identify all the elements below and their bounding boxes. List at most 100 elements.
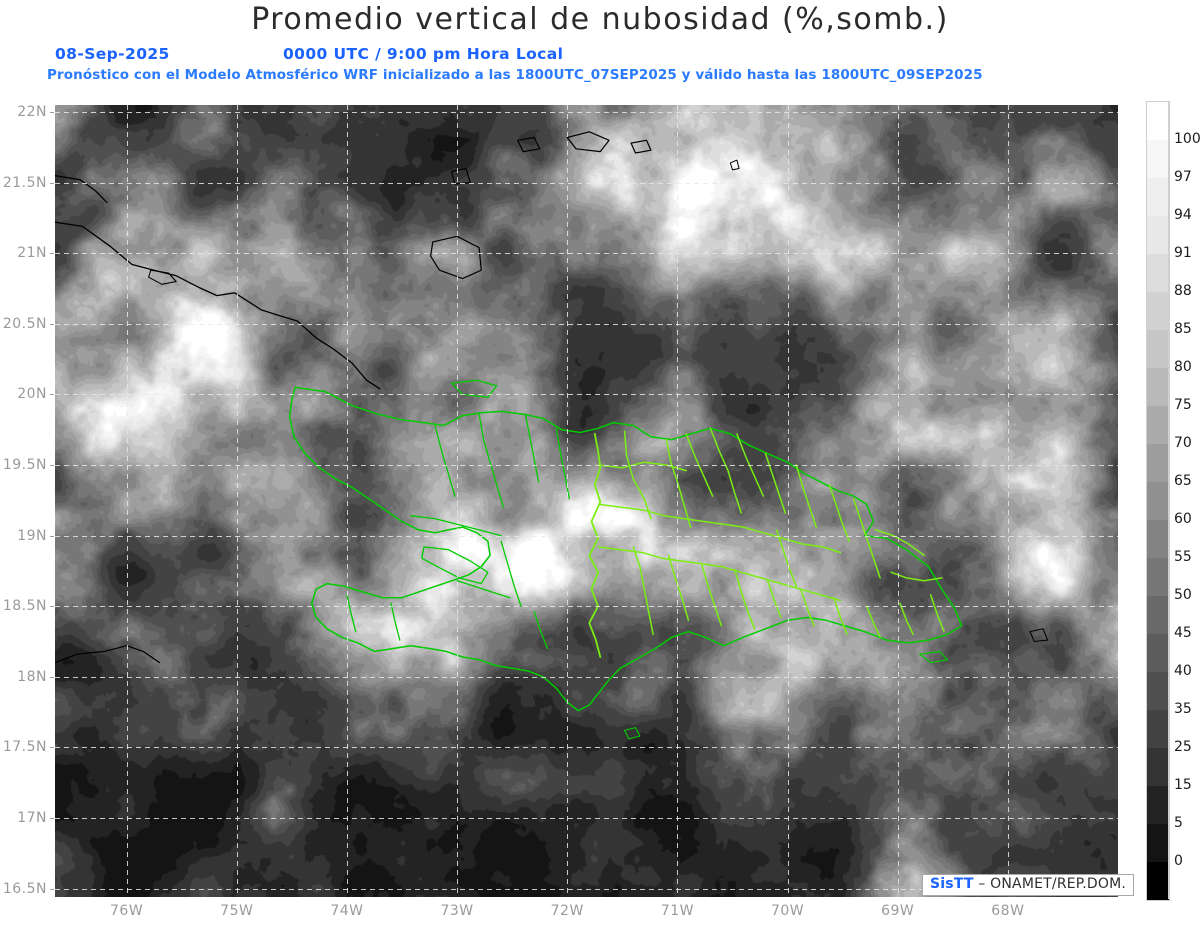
lat-tick-17.5N	[50, 747, 54, 749]
province-boundary-20	[929, 594, 945, 633]
lon-label-70W: 70W	[770, 903, 805, 919]
colorbar-band-9	[1147, 444, 1169, 482]
coastline-saona-island	[919, 650, 948, 664]
lat-label-19N: 19N	[17, 527, 47, 544]
lat-label-22N: 22N	[17, 104, 47, 121]
colorbar-band-20	[1147, 862, 1169, 900]
lat-tick-20N	[50, 394, 54, 396]
province-boundary-12	[667, 554, 690, 622]
map-plot-area[interactable]	[55, 105, 1118, 897]
province-boundary-24	[890, 571, 943, 582]
lat-label-17N: 17N	[17, 809, 47, 826]
coastline-bahamas-1	[566, 131, 610, 153]
colorbar-label-40: 40	[1174, 663, 1192, 679]
watermark-org: ONAMET/REP.DOM.	[990, 876, 1127, 892]
border-dominican-republic-west	[588, 432, 602, 658]
province-boundary-19	[899, 602, 914, 636]
coastline-bahamas-6	[729, 159, 740, 171]
colorbar-band-18	[1147, 786, 1169, 824]
colorbar[interactable]	[1146, 101, 1170, 901]
lon-label-71W: 71W	[660, 903, 694, 919]
page-title: Promedio vertical de nubosidad (%,somb.)	[251, 2, 949, 37]
lat-label-21.5N: 21.5N	[2, 174, 47, 191]
province-boundary-4	[709, 427, 743, 514]
colorbar-band-19	[1147, 824, 1169, 862]
colorbar-label-88: 88	[1174, 283, 1192, 299]
colorbar-label-60: 60	[1174, 511, 1192, 527]
province-boundary-21	[775, 529, 798, 588]
lat-tick-21.5N	[50, 182, 54, 184]
coastline-overlay	[55, 131, 1048, 740]
lat-tick-22N	[50, 112, 54, 114]
province-boundary-2	[665, 438, 692, 528]
coastline-bahamas-5	[430, 235, 482, 280]
province-boundary-7	[795, 464, 817, 528]
colorbar-label-45: 45	[1174, 625, 1192, 641]
coastline-cuba-north	[55, 174, 108, 204]
province-boundary-18	[866, 605, 881, 638]
colorbar-axis-line	[1168, 101, 1169, 899]
colorbar-band-17	[1147, 748, 1169, 786]
colorbar-label-65: 65	[1174, 473, 1192, 489]
province-boundary-22	[852, 498, 881, 579]
haiti-department-boundary-2	[434, 424, 456, 497]
province-boundary-16	[800, 588, 815, 627]
colorbar-label-75: 75	[1174, 397, 1192, 413]
haiti-department-boundary-5	[500, 540, 522, 607]
colorbar-band-7	[1147, 368, 1169, 406]
watermark-separator: –	[973, 876, 991, 892]
coastline-beata-island	[623, 727, 641, 740]
coastline-cuba-south	[55, 221, 381, 390]
colorbar-label-55: 55	[1174, 549, 1192, 565]
colorbar-label-97: 97	[1174, 169, 1192, 185]
province-boundary-15	[766, 580, 782, 619]
lat-tick-16.5N	[50, 888, 54, 890]
colorbar-label-25: 25	[1174, 739, 1192, 755]
lon-label-68W: 68W	[991, 903, 1025, 919]
lat-label-17.5N: 17.5N	[2, 739, 47, 756]
colorbar-band-0	[1147, 102, 1169, 140]
haiti-department-boundary-7	[390, 602, 401, 641]
province-boundary-3	[685, 433, 714, 497]
colorbar-label-5: 5	[1174, 815, 1183, 831]
colorbar-band-14	[1147, 634, 1169, 672]
forecast-time-utc-local: 0000 UTC / 9:00 pm Hora Local	[283, 45, 564, 63]
colorbar-band-13	[1147, 596, 1169, 634]
lat-label-19.5N: 19.5N	[2, 457, 47, 473]
colorbar-band-4	[1147, 254, 1169, 292]
colorbar-band-6	[1147, 330, 1169, 368]
cloud-cover-raster	[55, 105, 1118, 897]
coastline-gonave-island	[421, 546, 489, 585]
colorbar-label-80: 80	[1174, 359, 1192, 375]
lat-tick-18N	[50, 676, 54, 678]
coastline-tortue-island	[450, 379, 498, 398]
colorbar-label-0: 0	[1174, 853, 1183, 869]
province-boundary-1	[623, 430, 652, 520]
colorbar-band-11	[1147, 520, 1169, 558]
coastline-bahamas-4	[451, 167, 471, 185]
lat-tick-17N	[50, 817, 54, 819]
coastline-cuba-bay	[148, 269, 177, 285]
colorbar-band-15	[1147, 672, 1169, 710]
lat-label-20N: 20N	[17, 386, 47, 403]
colorbar-label-70: 70	[1174, 435, 1192, 451]
colorbar-label-15: 15	[1174, 777, 1192, 793]
lon-label-74W: 74W	[330, 903, 364, 919]
province-boundary-14	[733, 568, 756, 630]
colorbar-band-8	[1147, 406, 1169, 444]
colorbar-band-2	[1147, 178, 1169, 216]
province-boundary-10	[597, 546, 842, 602]
colorbar-band-12	[1147, 558, 1169, 596]
province-boundary-23	[874, 529, 925, 557]
lat-label-20.5N: 20.5N	[2, 315, 47, 332]
lon-label-72W: 72W	[550, 903, 584, 919]
haiti-department-boundary-8	[346, 594, 357, 633]
colorbar-label-94: 94	[1174, 207, 1192, 223]
lon-label-69W: 69W	[881, 903, 915, 919]
province-boundary-9	[599, 503, 842, 554]
coastline-islet-east	[1029, 628, 1048, 642]
colorbar-label-100: 100	[1174, 131, 1200, 147]
province-boundary-6	[764, 452, 787, 514]
coastline-hispaniola	[288, 386, 963, 712]
lon-label-75W: 75W	[220, 903, 254, 919]
